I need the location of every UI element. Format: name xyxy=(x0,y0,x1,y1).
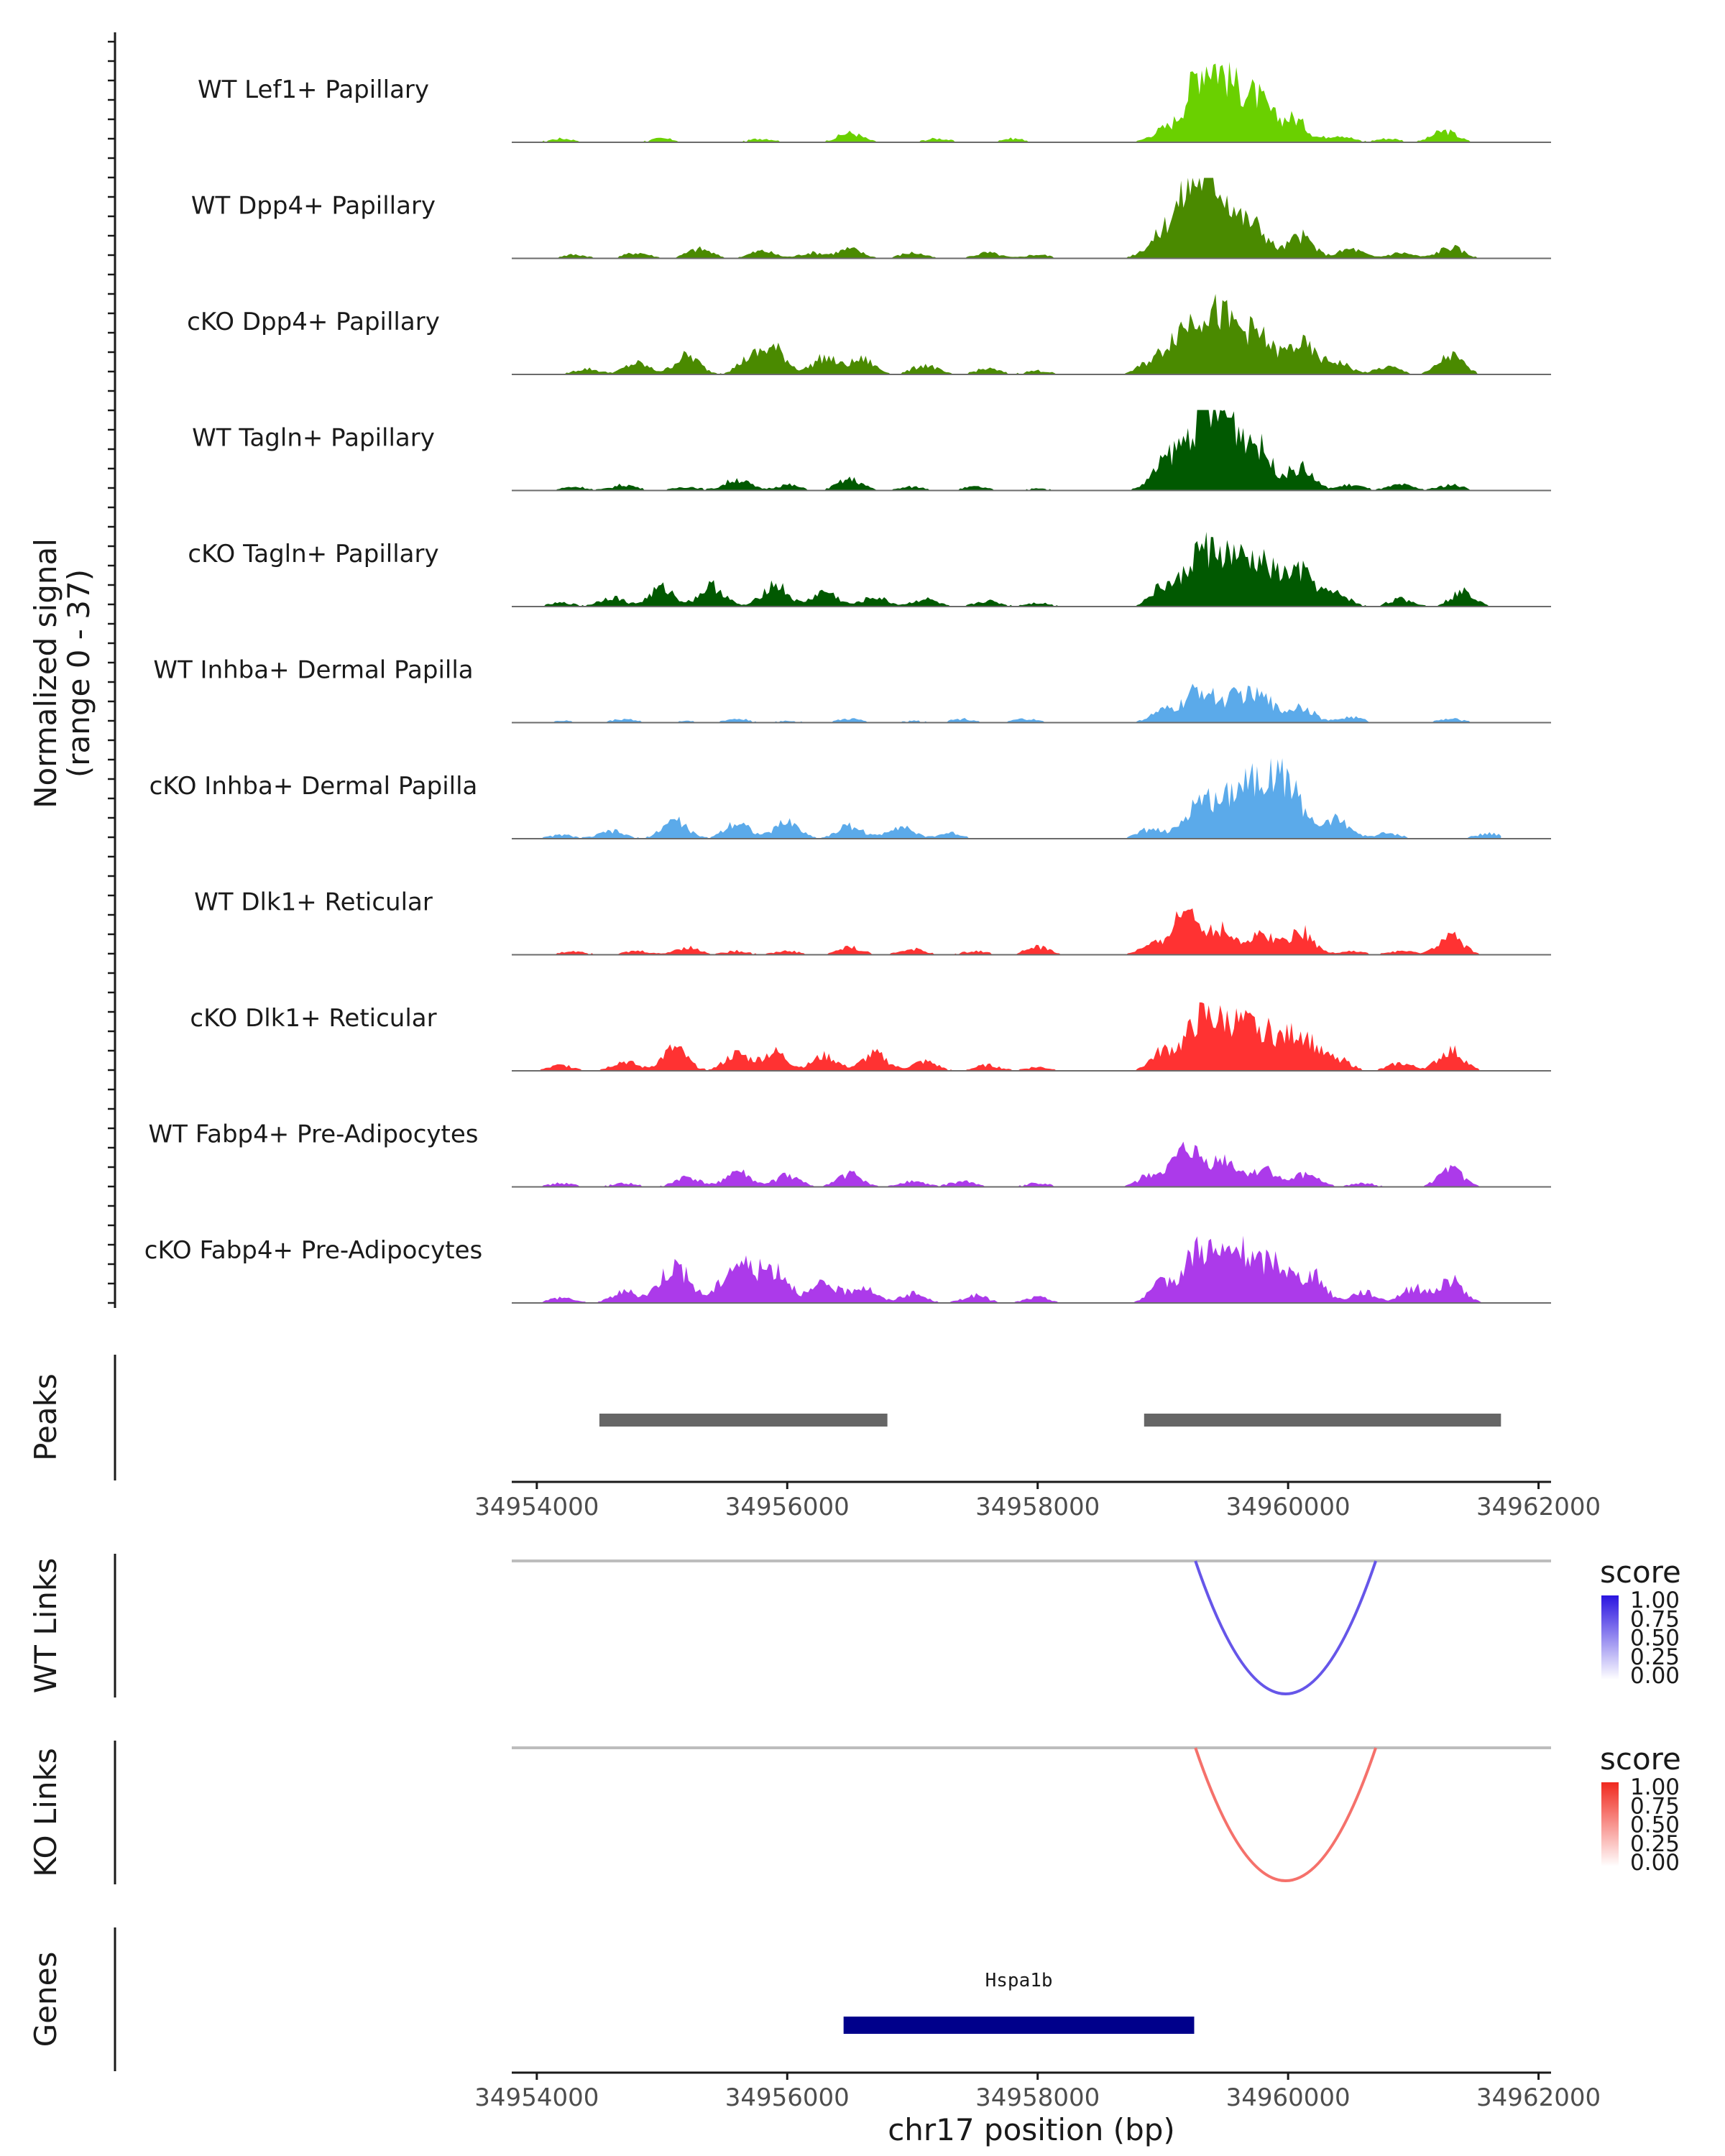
coverage-area xyxy=(534,1002,1501,1071)
gene-body xyxy=(843,2017,1195,2034)
x-tick-label: 34962000 xyxy=(1476,2083,1601,2112)
coverage-track: cKO Fabp4+ Pre-Adipocytes xyxy=(144,1235,1551,1304)
genes-label: Genes xyxy=(28,1952,63,2047)
track-label: WT Tagln+ Papillary xyxy=(192,424,435,453)
legend-tick-label: 0.00 xyxy=(1630,1663,1680,1689)
ko-links-label: KO Links xyxy=(28,1748,63,1877)
legend-tick-label: 0.50 xyxy=(1630,1626,1680,1651)
legend-colorbar xyxy=(1601,1782,1619,1866)
coverage-track: cKO Tagln+ Papillary xyxy=(188,532,1551,607)
coverage-track: WT Dpp4+ Papillary xyxy=(191,178,1551,259)
legend-tick-label: 0.25 xyxy=(1630,1644,1680,1670)
wt-links-label: WT Links xyxy=(28,1558,63,1693)
coverage-track: WT Inhba+ Dermal Papilla xyxy=(153,656,1551,724)
link-arc xyxy=(1194,1560,1377,1695)
x-tick-label: 34956000 xyxy=(725,2083,850,2112)
legend-tick-label: 1.00 xyxy=(1630,1774,1680,1800)
ko-link-arcs xyxy=(1194,1747,1377,1882)
coverage-track: cKO Dpp4+ Papillary xyxy=(187,294,1551,375)
peak-region xyxy=(599,1414,888,1427)
track-label: cKO Dlk1+ Reticular xyxy=(190,1004,436,1033)
coverage-area xyxy=(534,683,1501,723)
track-label: WT Lef1+ Papillary xyxy=(198,75,429,104)
legend-tick-label: 0.75 xyxy=(1630,1793,1680,1819)
legend-tick-label: 0.50 xyxy=(1630,1812,1680,1838)
peak-regions xyxy=(599,1414,1501,1427)
wt-link-arcs xyxy=(1194,1560,1377,1695)
track-label: cKO Tagln+ Papillary xyxy=(188,540,438,568)
legend-tick-label: 1.00 xyxy=(1630,1588,1680,1613)
x-tick-label: 34954000 xyxy=(474,2083,599,2112)
track-label: WT Dpp4+ Papillary xyxy=(191,192,436,221)
coverage-area xyxy=(534,1235,1501,1303)
gene-models: Hspa1b xyxy=(843,1970,1195,2034)
x-tick-label: 34958000 xyxy=(975,1493,1100,1521)
track-label: cKO Inhba+ Dermal Papilla xyxy=(150,772,478,801)
track-label: WT Fabp4+ Pre-Adipocytes xyxy=(149,1120,479,1149)
track-label: WT Inhba+ Dermal Papilla xyxy=(153,656,473,685)
coverage-panel: Normalized signal (range 0 - 37) WT Lef1… xyxy=(28,32,1551,1308)
coverage-track: WT Dlk1+ Reticular xyxy=(194,888,1551,956)
genes-panel: Genes Hspa1b 34954000 34956000 34958000 349… xyxy=(28,1927,1601,2147)
coverage-area xyxy=(534,410,1501,491)
x-tick-label: 34956000 xyxy=(725,1493,850,1521)
track-label: cKO Dpp4+ Papillary xyxy=(187,308,440,336)
legend-tick-label: 0.25 xyxy=(1630,1831,1680,1857)
x-tick-label: 34958000 xyxy=(975,2083,1100,2112)
gene-label: Hspa1b xyxy=(985,1970,1053,1991)
track-label: WT Dlk1+ Reticular xyxy=(194,888,433,917)
coverage-ylabel-line2: (range 0 - 37) xyxy=(61,569,96,778)
legend-tick-label: 0.00 xyxy=(1630,1850,1680,1876)
coverage-track: WT Tagln+ Papillary xyxy=(192,410,1551,492)
x-tick-label: 34962000 xyxy=(1476,1493,1601,1521)
x-tick-label: 34960000 xyxy=(1226,1493,1351,1521)
legend-title: score xyxy=(1600,1554,1681,1590)
coverage-area xyxy=(534,908,1501,955)
coverage-tracks: WT Lef1+ Papillary WT Dpp4+ Papillary cKO … xyxy=(144,62,1551,1304)
coverage-area xyxy=(534,178,1501,259)
coverage-track: cKO Inhba+ Dermal Papilla xyxy=(150,758,1551,839)
legend-colorbar xyxy=(1601,1595,1619,1680)
coverage-area xyxy=(534,294,1501,374)
x-tick-label: 34960000 xyxy=(1226,2083,1351,2112)
legend-tick-label: 0.75 xyxy=(1630,1606,1680,1632)
coverage-track: WT Lef1+ Papillary xyxy=(198,62,1551,143)
x-axis-bottom: 34954000 34956000 34958000 34960000 34962000 xyxy=(474,2073,1601,2112)
coverage-axis-minor-ticks xyxy=(108,40,115,1304)
coverage-area xyxy=(534,532,1501,607)
legend-title: score xyxy=(1600,1741,1681,1777)
coverage-area xyxy=(534,1141,1501,1187)
track-label: cKO Fabp4+ Pre-Adipocytes xyxy=(144,1236,483,1265)
coverage-area xyxy=(534,758,1501,839)
x-tick-label: 34954000 xyxy=(474,1493,599,1521)
coverage-track: cKO Dlk1+ Reticular xyxy=(190,1002,1551,1072)
link-arc xyxy=(1194,1747,1377,1882)
coverage-ylabel-line1: Normalized signal xyxy=(28,538,63,808)
coverage-area xyxy=(534,62,1501,142)
peaks-panel: Peaks 34954000 34956000 34958000 34960000 34… xyxy=(28,1355,1601,1521)
x-axis-top: 34954000 34956000 34958000 34960000 34962000 xyxy=(474,1482,1601,1521)
x-axis-title: chr17 position (bp) xyxy=(888,2112,1175,2147)
peak-region xyxy=(1144,1414,1501,1427)
peaks-label: Peaks xyxy=(28,1373,63,1461)
coverage-track: WT Fabp4+ Pre-Adipocytes xyxy=(149,1120,1551,1188)
